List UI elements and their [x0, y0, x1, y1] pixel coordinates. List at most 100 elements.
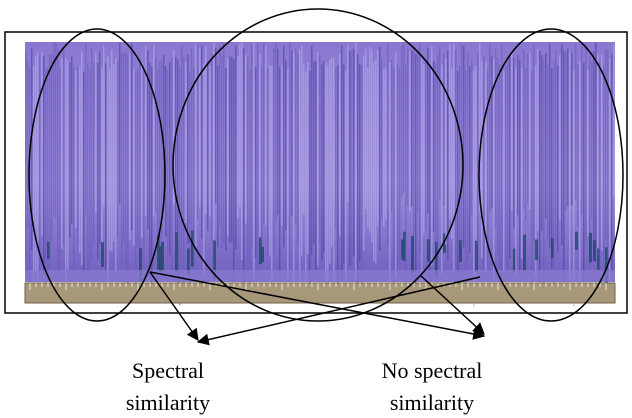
stripe — [165, 66, 167, 237]
stripe — [263, 43, 265, 225]
stripe — [211, 53, 213, 241]
stripe — [571, 53, 573, 206]
stripe — [445, 58, 447, 245]
stripe — [265, 46, 267, 225]
stripe — [541, 55, 543, 231]
stripe — [175, 57, 177, 236]
stripe — [45, 68, 47, 292]
stripe — [59, 67, 61, 272]
stripe — [275, 43, 277, 222]
stripe — [509, 55, 511, 258]
stripe — [493, 59, 495, 291]
stripe — [491, 56, 493, 208]
stripe — [407, 49, 409, 205]
stripe — [253, 43, 255, 279]
stripe — [133, 69, 135, 246]
stripe — [63, 51, 65, 245]
stripe — [183, 57, 185, 289]
stripe — [195, 45, 197, 248]
stripe — [555, 51, 557, 244]
stripe — [385, 68, 387, 219]
stripe — [41, 52, 43, 236]
stripe — [339, 54, 341, 236]
stripe — [539, 51, 541, 288]
stripe — [199, 47, 201, 207]
stripe — [127, 54, 129, 284]
stripe — [371, 49, 373, 242]
stripe — [79, 66, 81, 253]
stripe — [515, 67, 517, 274]
stripe — [301, 46, 303, 257]
stripe — [309, 71, 311, 304]
stripe — [51, 54, 53, 242]
stripe — [441, 65, 443, 275]
stripe — [331, 58, 333, 247]
stripe — [25, 51, 27, 258]
stripe — [227, 58, 229, 236]
stripe — [373, 62, 375, 261]
stripe — [393, 67, 395, 282]
stripe — [123, 52, 125, 241]
stripe — [43, 56, 45, 274]
stripe — [299, 50, 301, 284]
stripe — [325, 62, 327, 294]
stripe — [569, 52, 571, 283]
stripe-dark — [261, 247, 264, 262]
stripe — [231, 57, 233, 242]
stripe — [583, 63, 585, 281]
stripe — [585, 43, 587, 242]
stripe — [125, 51, 127, 285]
stripe — [281, 66, 283, 225]
stripe — [501, 44, 503, 277]
stripe — [55, 42, 57, 218]
stripe — [333, 58, 335, 291]
stripe — [53, 43, 55, 216]
stripe — [239, 44, 241, 207]
stripe — [95, 52, 97, 213]
stripe-dark — [523, 235, 526, 271]
stripe — [33, 66, 35, 294]
stripe — [383, 69, 385, 226]
stripe-base — [25, 270, 615, 282]
stripe — [293, 52, 295, 283]
stripe — [347, 45, 349, 202]
stripe — [587, 70, 589, 236]
stripe — [463, 46, 465, 247]
stripe — [237, 56, 239, 218]
stripe — [365, 49, 367, 209]
stripe — [523, 49, 525, 209]
stripe — [85, 42, 87, 215]
stripe — [131, 43, 133, 230]
stripe — [201, 45, 203, 239]
stripe — [561, 44, 563, 245]
stripe — [189, 71, 191, 292]
stripe-dark — [589, 233, 592, 262]
arrow — [150, 272, 198, 340]
stripe — [283, 46, 285, 247]
stripe — [389, 63, 391, 294]
stripe — [581, 42, 583, 214]
stripe — [57, 49, 59, 271]
stripe — [99, 52, 101, 245]
stripe — [321, 64, 323, 261]
stripe — [313, 62, 315, 244]
stripe — [591, 62, 593, 219]
stripe — [121, 53, 123, 266]
stripe — [387, 44, 389, 247]
stripe — [405, 64, 407, 291]
stripe — [203, 63, 205, 274]
stripe — [111, 49, 113, 251]
stripe — [457, 71, 459, 274]
stripe — [361, 65, 363, 295]
stripe — [409, 51, 411, 211]
stripe — [27, 62, 29, 228]
stripe — [415, 54, 417, 290]
stripe — [495, 49, 497, 228]
stripe — [291, 51, 293, 216]
stripe-dark — [411, 236, 414, 273]
stripe — [209, 65, 211, 217]
stripe — [469, 66, 471, 253]
stripe — [149, 63, 151, 276]
stripe — [559, 55, 561, 220]
stripe — [377, 50, 379, 227]
